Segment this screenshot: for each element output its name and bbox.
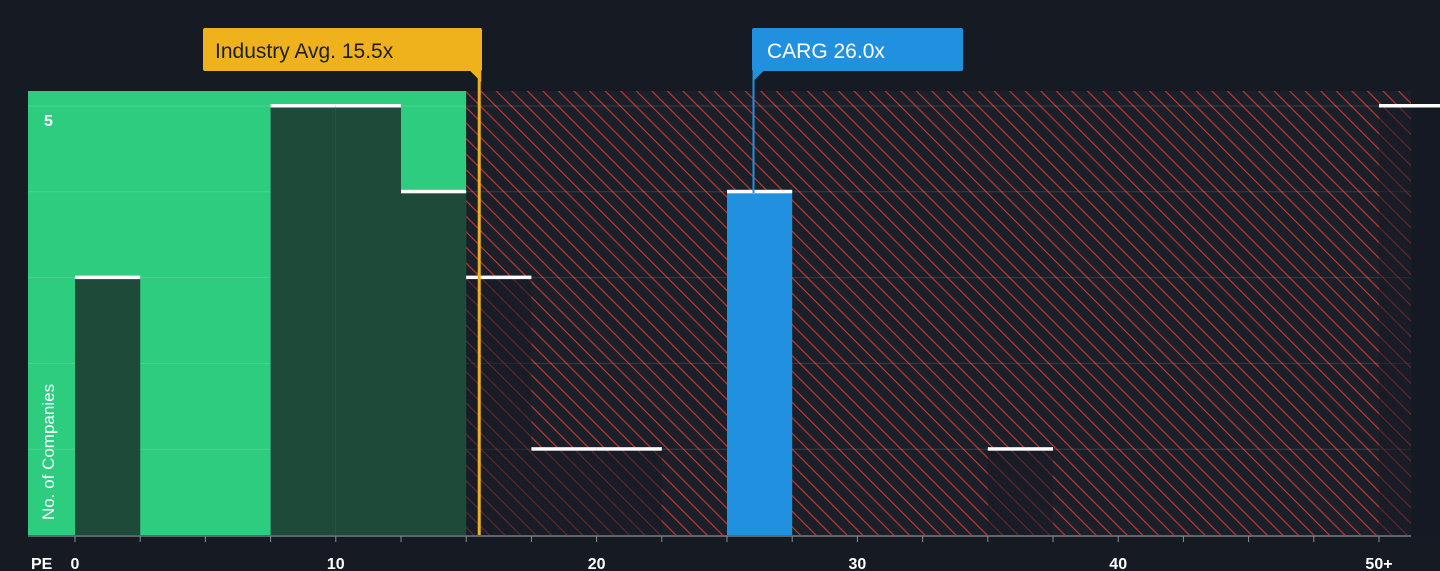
bar-cap <box>466 275 532 280</box>
subject-label: CARG 26.0x <box>767 40 885 63</box>
bar-cap <box>75 275 141 280</box>
histogram-bar <box>531 449 597 535</box>
bar-cap <box>270 104 336 108</box>
x-tick-label: 10 <box>327 556 345 571</box>
histogram-bar <box>335 106 401 535</box>
histogram-bar <box>466 277 532 535</box>
histogram-bar <box>401 191 467 536</box>
bar-cap <box>987 447 1053 451</box>
histogram-bar <box>270 106 336 535</box>
x-tick-label: 30 <box>849 556 867 571</box>
industry-avg-pointer <box>469 70 482 82</box>
bar-cap <box>531 447 597 451</box>
bar-cap <box>1379 104 1440 108</box>
bar-cap <box>401 189 467 194</box>
histogram-bar <box>75 277 141 535</box>
industry-avg-label: Industry Avg. 15.5x <box>215 40 394 63</box>
y-axis-title: No. of Companies <box>39 384 58 520</box>
x-axis-title: PE <box>31 556 53 571</box>
subject-pointer <box>752 70 765 82</box>
industry-avg-callout <box>203 28 482 71</box>
x-tick-label: 50+ <box>1365 556 1392 571</box>
bar-cap <box>335 104 401 108</box>
x-tick-label: 40 <box>1109 556 1127 571</box>
x-tick-label: 0 <box>71 556 80 571</box>
histogram-bar <box>727 191 793 536</box>
subject-callout <box>752 28 963 71</box>
bar-cap <box>596 447 662 451</box>
histogram-bar <box>1379 106 1440 535</box>
x-tick-label: 20 <box>588 556 606 571</box>
histogram-bar <box>596 449 662 535</box>
histogram-bar <box>987 449 1053 535</box>
y-tick-label: 5 <box>44 113 53 130</box>
bar-cap <box>727 189 793 194</box>
